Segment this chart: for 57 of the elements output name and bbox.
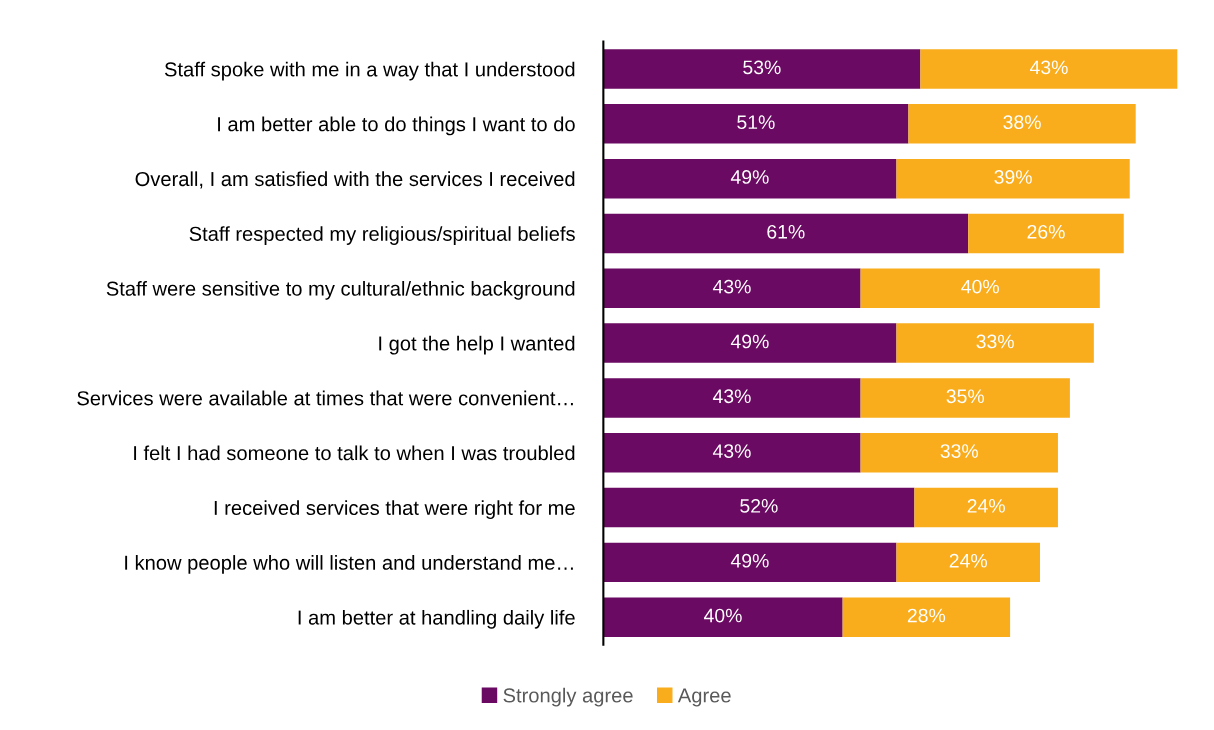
bar (842, 597, 1011, 637)
bar (908, 104, 1136, 144)
bar (920, 49, 1178, 89)
bar (603, 49, 921, 89)
data-label: 51% (737, 115, 775, 130)
bar (603, 597, 843, 637)
bar (603, 104, 909, 144)
data-label: 43% (1029, 60, 1068, 75)
bar (603, 213, 969, 254)
bar (860, 378, 1070, 418)
bar (914, 487, 1058, 528)
legend-label: Agree (677, 688, 731, 707)
data-label: 43% (712, 389, 751, 404)
data-label: 52% (740, 499, 778, 513)
data-label: 40% (961, 279, 999, 294)
y-tick-label: Services were available at times that were convenient… (77, 390, 573, 406)
y-tick-label: I got the help I wanted (379, 335, 575, 355)
data-label: 39% (994, 170, 1032, 184)
y-tick-label: I received services that were right for me (214, 500, 575, 520)
y-tick-label: I felt I had someone to talk to when I was troubled (134, 445, 575, 461)
bar (968, 213, 1124, 254)
bar (603, 542, 897, 583)
data-label: 49% (730, 334, 769, 349)
bar (603, 487, 915, 528)
bar (896, 158, 1130, 199)
bar (896, 542, 1041, 583)
data-label: 33% (976, 334, 1014, 349)
y-tick-label: Staff were sensitive to my cultural/ethnic background (106, 280, 575, 300)
y-tick-label: Staff respected my religious/spiritual beliefs (189, 226, 575, 245)
y-tick-label: I know people who will listen and understand me… (125, 555, 573, 574)
data-label: 24% (967, 499, 1005, 513)
data-label: 26% (1027, 224, 1065, 239)
data-label: 38% (1003, 115, 1041, 130)
bar (603, 378, 861, 418)
data-label: 49% (730, 553, 769, 568)
data-label: 43% (712, 444, 751, 458)
bar (896, 323, 1094, 363)
bar (603, 323, 897, 363)
bar (603, 268, 861, 309)
data-label: 24% (949, 553, 987, 568)
data-label: 28% (907, 608, 946, 623)
data-label: 35% (946, 389, 985, 404)
data-label: 49% (730, 170, 769, 184)
data-label: 61% (767, 224, 805, 239)
y-tick-label: Overall, I am satisfied with the services I received (135, 171, 575, 189)
data-label: 40% (703, 608, 742, 623)
y-tick-label: I am better at handling daily life (298, 609, 575, 629)
y-tick-label: I am better able to do things I want to do (218, 116, 575, 136)
data-label: 33% (940, 444, 979, 458)
bar (860, 268, 1100, 309)
bar (860, 433, 1058, 473)
data-label: 43% (712, 279, 751, 294)
bar (603, 433, 861, 473)
data-label: 53% (743, 60, 781, 75)
bar (603, 158, 897, 199)
y-tick-label: Staff spoke with me in a way that I understood (164, 61, 575, 81)
legend-label: Strongly agree (503, 687, 633, 707)
